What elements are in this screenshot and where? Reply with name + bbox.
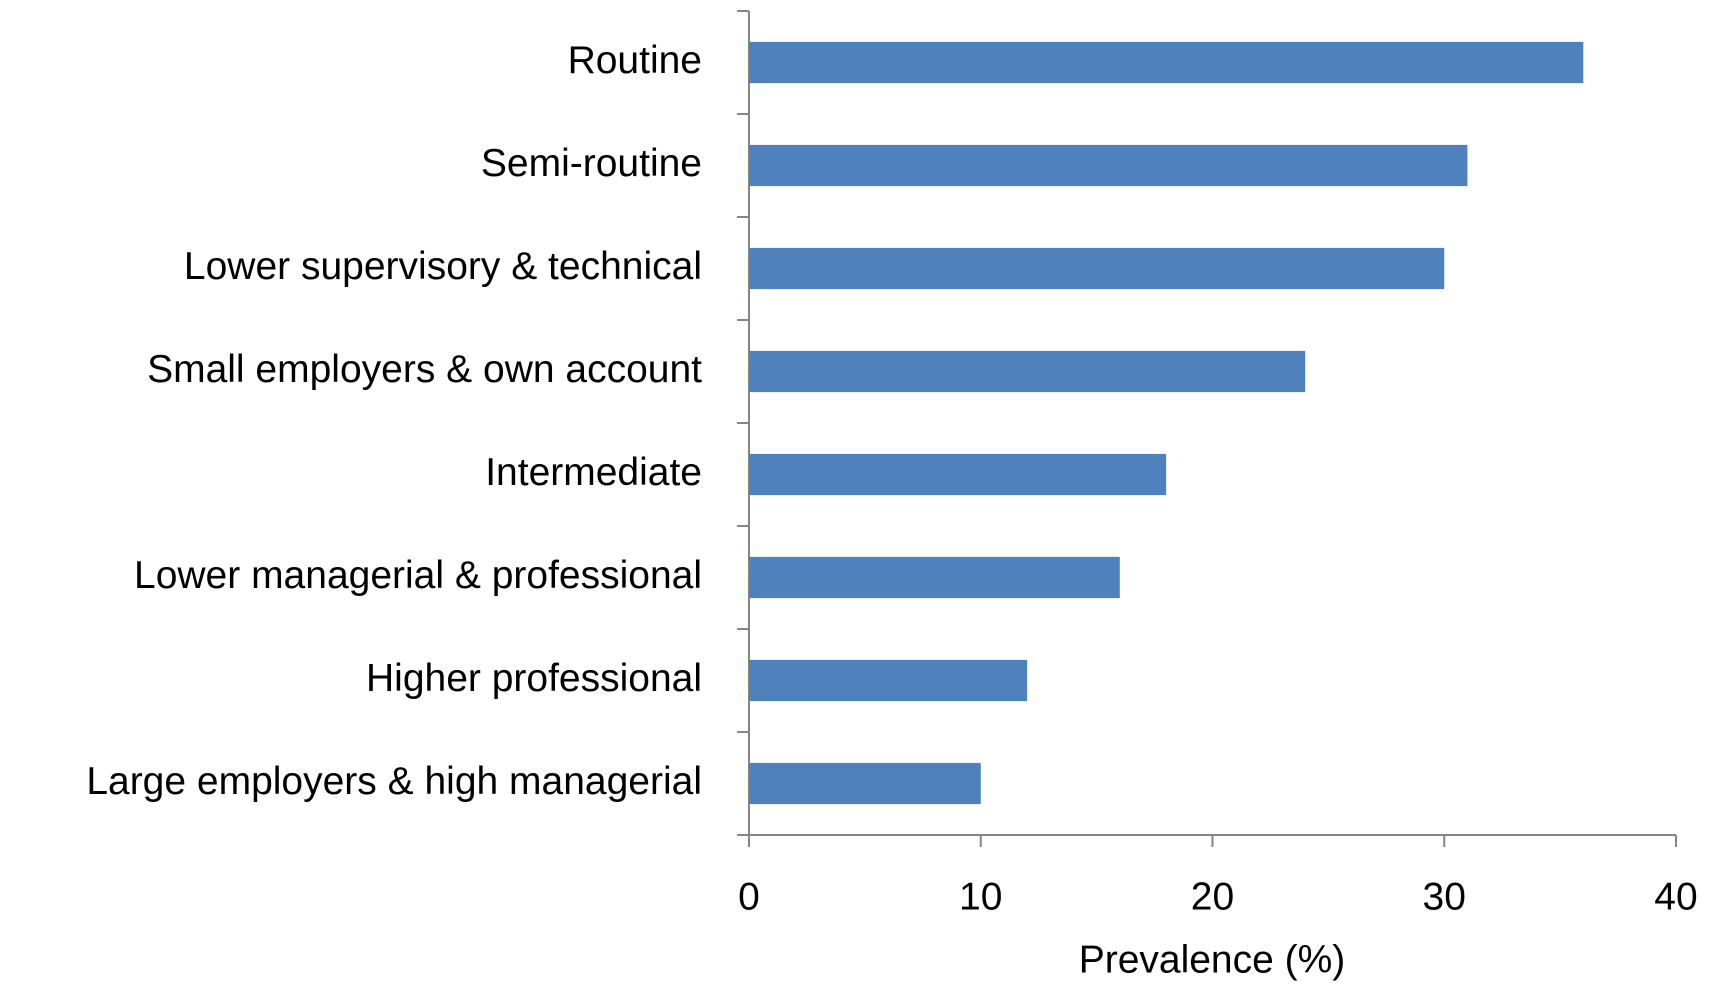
x-tick-label: 10: [959, 875, 1002, 918]
bar: [749, 247, 1445, 290]
bar: [749, 350, 1306, 393]
x-tick-label: 0: [738, 875, 760, 918]
y-tick-label: Small employers & own account: [147, 348, 702, 391]
bar: [749, 659, 1028, 702]
y-tick-label: Intermediate: [485, 451, 702, 494]
x-tick-label: 40: [1654, 875, 1697, 918]
y-tick-label: Routine: [568, 39, 702, 82]
y-tick-label: Large employers & high managerial: [86, 760, 702, 803]
bar: [749, 762, 981, 805]
bar: [749, 453, 1167, 496]
bar: [749, 556, 1120, 599]
bar: [749, 144, 1468, 187]
x-tick-label: 30: [1423, 875, 1466, 918]
x-axis-label: Prevalence (%): [1079, 938, 1346, 981]
x-tick-label: 20: [1191, 875, 1234, 918]
bar: [749, 41, 1584, 84]
y-tick-label: Higher professional: [366, 657, 702, 700]
y-tick-label: Lower supervisory & technical: [184, 245, 702, 288]
y-tick-label: Semi-routine: [481, 142, 702, 185]
y-tick-label: Lower managerial & professional: [134, 554, 702, 597]
